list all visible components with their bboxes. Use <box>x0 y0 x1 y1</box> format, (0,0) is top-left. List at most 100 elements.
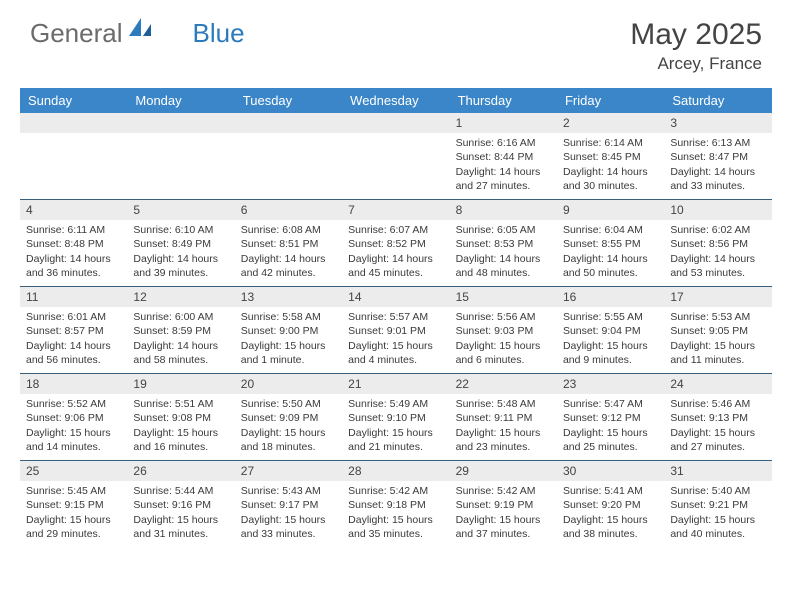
calendar-day: 1Sunrise: 6:16 AMSunset: 8:44 PMDaylight… <box>450 113 557 199</box>
calendar-day: 27Sunrise: 5:43 AMSunset: 9:17 PMDayligh… <box>235 461 342 547</box>
sunrise-line: Sunrise: 6:14 AM <box>563 136 658 150</box>
calendar-day: 9 Sunrise: 6:04 AMSunset: 8:55 PMDaylight… <box>557 200 664 286</box>
month-title: May 2025 <box>630 18 762 52</box>
sunset-line: Sunset: 9:08 PM <box>133 411 228 425</box>
day-details: Sunrise: 5:43 AMSunset: 9:17 PMDaylight:… <box>235 481 342 547</box>
sunset-line: Sunset: 8:57 PM <box>26 324 121 338</box>
sunrise-line: Sunrise: 6:11 AM <box>26 223 121 237</box>
calendar-day: 28Sunrise: 5:42 AMSunset: 9:18 PMDayligh… <box>342 461 449 547</box>
sunset-line: Sunset: 8:51 PM <box>241 237 336 251</box>
daylight-line: Daylight: 15 hours and 6 minutes. <box>456 339 551 367</box>
brand-logo: General Blue <box>30 18 245 49</box>
calendar-day: 6Sunrise: 6:08 AMSunset: 8:51 PMDaylight… <box>235 200 342 286</box>
calendar-day: 13Sunrise: 5:58 AMSunset: 9:00 PMDayligh… <box>235 287 342 373</box>
day-details: Sunrise: 5:44 AMSunset: 9:16 PMDaylight:… <box>127 481 234 547</box>
calendar-day: 23Sunrise: 5:47 AMSunset: 9:12 PMDayligh… <box>557 374 664 460</box>
sunset-line: Sunset: 9:01 PM <box>348 324 443 338</box>
daylight-line: Daylight: 15 hours and 27 minutes. <box>670 426 765 454</box>
day-details: Sunrise: 5:45 AMSunset: 9:15 PMDaylight:… <box>20 481 127 547</box>
calendar-day: 4Sunrise: 6:11 AMSunset: 8:48 PMDaylight… <box>20 200 127 286</box>
weekday-header: Wednesday <box>342 88 449 113</box>
sunset-line: Sunset: 9:18 PM <box>348 498 443 512</box>
sunrise-line: Sunrise: 5:46 AM <box>670 397 765 411</box>
sunrise-line: Sunrise: 6:04 AM <box>563 223 658 237</box>
day-number: 4 <box>20 200 127 220</box>
weekday-header: Saturday <box>664 88 771 113</box>
day-details: Sunrise: 6:05 AMSunset: 8:53 PMDaylight:… <box>450 220 557 286</box>
day-number: 28 <box>342 461 449 481</box>
daylight-line: Daylight: 15 hours and 14 minutes. <box>26 426 121 454</box>
day-number: 18 <box>20 374 127 394</box>
daylight-line: Daylight: 15 hours and 25 minutes. <box>563 426 658 454</box>
weekday-header: Tuesday <box>235 88 342 113</box>
sunset-line: Sunset: 8:44 PM <box>456 150 551 164</box>
calendar-day: 2Sunrise: 6:14 AMSunset: 8:45 PMDaylight… <box>557 113 664 199</box>
sunset-line: Sunset: 9:10 PM <box>348 411 443 425</box>
day-details: Sunrise: 6:02 AMSunset: 8:56 PMDaylight:… <box>664 220 771 286</box>
day-details: Sunrise: 6:01 AMSunset: 8:57 PMDaylight:… <box>20 307 127 373</box>
day-number: 27 <box>235 461 342 481</box>
day-details: Sunrise: 6:08 AMSunset: 8:51 PMDaylight:… <box>235 220 342 286</box>
daylight-line: Daylight: 15 hours and 37 minutes. <box>456 513 551 541</box>
calendar-day <box>235 113 342 199</box>
daylight-line: Daylight: 14 hours and 45 minutes. <box>348 252 443 280</box>
day-details: Sunrise: 5:55 AMSunset: 9:04 PMDaylight:… <box>557 307 664 373</box>
calendar-day: 31Sunrise: 5:40 AMSunset: 9:21 PMDayligh… <box>664 461 771 547</box>
sunrise-line: Sunrise: 5:50 AM <box>241 397 336 411</box>
calendar-day: 8Sunrise: 6:05 AMSunset: 8:53 PMDaylight… <box>450 200 557 286</box>
daylight-line: Daylight: 14 hours and 42 minutes. <box>241 252 336 280</box>
day-number: 8 <box>450 200 557 220</box>
day-details: Sunrise: 5:48 AMSunset: 9:11 PMDaylight:… <box>450 394 557 460</box>
day-details: Sunrise: 5:56 AMSunset: 9:03 PMDaylight:… <box>450 307 557 373</box>
sunset-line: Sunset: 8:55 PM <box>563 237 658 251</box>
daylight-line: Daylight: 14 hours and 58 minutes. <box>133 339 228 367</box>
sunset-line: Sunset: 9:16 PM <box>133 498 228 512</box>
sunset-line: Sunset: 9:11 PM <box>456 411 551 425</box>
location-label: Arcey, France <box>630 54 762 74</box>
day-details: Sunrise: 6:13 AMSunset: 8:47 PMDaylight:… <box>664 133 771 199</box>
day-details: Sunrise: 6:10 AMSunset: 8:49 PMDaylight:… <box>127 220 234 286</box>
calendar-day: 19Sunrise: 5:51 AMSunset: 9:08 PMDayligh… <box>127 374 234 460</box>
sunrise-line: Sunrise: 5:48 AM <box>456 397 551 411</box>
daylight-line: Daylight: 14 hours and 39 minutes. <box>133 252 228 280</box>
day-number: 13 <box>235 287 342 307</box>
day-number: 5 <box>127 200 234 220</box>
weekday-header: Thursday <box>450 88 557 113</box>
day-details: Sunrise: 6:14 AMSunset: 8:45 PMDaylight:… <box>557 133 664 199</box>
day-details: Sunrise: 5:42 AMSunset: 9:19 PMDaylight:… <box>450 481 557 547</box>
calendar-day: 18Sunrise: 5:52 AMSunset: 9:06 PMDayligh… <box>20 374 127 460</box>
day-details: Sunrise: 5:42 AMSunset: 9:18 PMDaylight:… <box>342 481 449 547</box>
sunrise-line: Sunrise: 5:43 AM <box>241 484 336 498</box>
calendar-day: 26Sunrise: 5:44 AMSunset: 9:16 PMDayligh… <box>127 461 234 547</box>
sunset-line: Sunset: 9:20 PM <box>563 498 658 512</box>
daylight-line: Daylight: 15 hours and 38 minutes. <box>563 513 658 541</box>
day-number: 11 <box>20 287 127 307</box>
day-details <box>127 133 234 142</box>
day-details: Sunrise: 6:07 AMSunset: 8:52 PMDaylight:… <box>342 220 449 286</box>
day-details <box>342 133 449 142</box>
daylight-line: Daylight: 15 hours and 9 minutes. <box>563 339 658 367</box>
sunset-line: Sunset: 8:53 PM <box>456 237 551 251</box>
day-number: 9 <box>557 200 664 220</box>
calendar-day <box>127 113 234 199</box>
calendar-day: 24Sunrise: 5:46 AMSunset: 9:13 PMDayligh… <box>664 374 771 460</box>
daylight-line: Daylight: 14 hours and 30 minutes. <box>563 165 658 193</box>
day-number: 6 <box>235 200 342 220</box>
sunset-line: Sunset: 8:48 PM <box>26 237 121 251</box>
day-details: Sunrise: 5:46 AMSunset: 9:13 PMDaylight:… <box>664 394 771 460</box>
sunrise-line: Sunrise: 5:45 AM <box>26 484 121 498</box>
calendar-day: 7Sunrise: 6:07 AMSunset: 8:52 PMDaylight… <box>342 200 449 286</box>
daylight-line: Daylight: 14 hours and 53 minutes. <box>670 252 765 280</box>
sunset-line: Sunset: 9:09 PM <box>241 411 336 425</box>
daylight-line: Daylight: 14 hours and 50 minutes. <box>563 252 658 280</box>
calendar-day: 16Sunrise: 5:55 AMSunset: 9:04 PMDayligh… <box>557 287 664 373</box>
calendar-day <box>20 113 127 199</box>
calendar-day: 11Sunrise: 6:01 AMSunset: 8:57 PMDayligh… <box>20 287 127 373</box>
daylight-line: Daylight: 15 hours and 31 minutes. <box>133 513 228 541</box>
daylight-line: Daylight: 15 hours and 1 minute. <box>241 339 336 367</box>
sunrise-line: Sunrise: 5:51 AM <box>133 397 228 411</box>
brand-part2: Blue <box>193 18 245 49</box>
sunrise-line: Sunrise: 5:41 AM <box>563 484 658 498</box>
calendar: SundayMondayTuesdayWednesdayThursdayFrid… <box>20 88 772 547</box>
weekday-header-row: SundayMondayTuesdayWednesdayThursdayFrid… <box>20 88 772 113</box>
